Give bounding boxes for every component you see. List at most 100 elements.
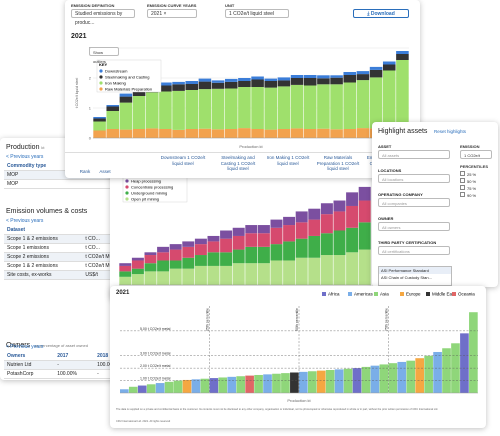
bar	[155, 383, 165, 393]
field-select[interactable]: All assets	[378, 150, 450, 159]
bar-segment	[317, 84, 330, 129]
bar-segment	[295, 222, 308, 239]
bar-segment	[132, 129, 146, 138]
percentile-option[interactable]: 75 %	[460, 185, 476, 191]
bar-segment	[251, 76, 264, 80]
y-axis-label: t CO2e/t liquid steel	[75, 78, 79, 109]
bar-segment	[330, 129, 343, 138]
reset-highlights[interactable]: Reset highlights	[434, 129, 467, 134]
field-label: ASSET	[378, 144, 392, 149]
legend-swatch	[125, 197, 129, 201]
bar-segment	[295, 238, 308, 258]
bar-segment	[270, 244, 283, 261]
bar-segment	[343, 82, 357, 129]
bar-segment	[257, 233, 270, 247]
dropdown-option[interactable]: ASI Chain of Custody Stan...	[381, 275, 432, 280]
reference-label: 1.00 t CO2e/t metal	[140, 377, 171, 381]
field-select[interactable]: All certifications	[378, 246, 450, 255]
bar-segment	[131, 257, 144, 261]
bar-segment	[303, 129, 317, 138]
legend-swatch	[400, 292, 404, 296]
legend-swatch	[322, 292, 326, 296]
bar-segment	[320, 214, 333, 234]
legend-swatch	[426, 292, 430, 296]
bar-segment	[93, 118, 106, 122]
legend-title: KEY	[99, 62, 108, 67]
percentile-text: 75 %	[467, 186, 477, 191]
dropdown-option[interactable]: ASI Performance Standard	[379, 267, 451, 274]
bar-segment	[333, 230, 346, 256]
download-button[interactable]: ⤓ Download	[353, 9, 409, 18]
bar-segment	[182, 246, 195, 258]
bottom-chart: Africa Americas Asia Europe Middle East Ocean…	[120, 292, 478, 403]
percentile-option[interactable]: 90 %	[460, 192, 476, 198]
previous-years[interactable]: < Previous years	[6, 154, 44, 160]
bar-segment	[330, 84, 343, 130]
legend-swatch	[125, 179, 129, 183]
owners-heading: Owners as percentage of asset owned	[6, 334, 88, 352]
emission-select[interactable]: 1 CO2e/t	[460, 150, 492, 159]
copyright: CRU International Ltd. 2021. All rights …	[116, 420, 171, 423]
bar-segment	[157, 271, 170, 285]
bar	[272, 373, 281, 393]
field-label: THIRD PARTY CERTIFICATION	[378, 240, 437, 245]
field-select[interactable]: All owners	[378, 222, 450, 231]
filter-select[interactable]: 1 CO2e/t liquid steel	[225, 9, 289, 18]
percentile-text: 50 %	[467, 179, 477, 184]
bar-segment	[333, 255, 346, 285]
bar-segment	[295, 257, 308, 285]
emissions-title: Emission volumes & costs	[6, 208, 88, 215]
filter-select[interactable]: 2021 ×	[147, 9, 197, 18]
bar-segment	[159, 85, 172, 92]
cell: t CO2e/t MOP	[82, 261, 134, 271]
bar-segment	[119, 276, 132, 285]
bar	[352, 368, 362, 393]
legend-swatch	[348, 292, 352, 296]
table-row: MOP	[4, 179, 134, 189]
bar-segment	[238, 87, 251, 129]
bar-segment	[270, 219, 283, 228]
bar-segment	[308, 219, 321, 236]
bar-segment	[251, 79, 264, 87]
legend-label: Steelmaking and Casting	[105, 74, 149, 79]
bar-segment	[283, 241, 296, 261]
bar-segment	[172, 129, 185, 138]
bar-segment	[382, 64, 396, 71]
bar	[218, 377, 228, 393]
bar-segment	[224, 81, 238, 89]
bar	[120, 389, 129, 393]
bar-segment	[303, 78, 317, 86]
previous-years[interactable]: < Previous years	[6, 344, 44, 350]
bar	[307, 371, 317, 393]
percentile-option[interactable]: 25 %	[460, 171, 476, 177]
bar-segment	[277, 80, 291, 87]
bar	[388, 363, 398, 393]
bar-segment	[303, 75, 317, 78]
dropdown-menu: ASI Performance Standard ASI Chain of Cu…	[378, 266, 452, 286]
bar-segment	[185, 90, 199, 129]
filter-select[interactable]: Studied emissions by produc...	[71, 9, 135, 26]
column-header: Downstream 1 CO2e/t liquid steel	[160, 155, 206, 166]
bar-segment	[346, 227, 359, 253]
bar-segment	[251, 87, 264, 129]
field-select[interactable]: All locations	[378, 174, 450, 183]
bar-segment	[295, 211, 308, 223]
field-label: LOCATIONS	[378, 168, 402, 173]
field-select[interactable]: All companies	[378, 198, 450, 207]
percentile-option[interactable]: 50 %	[460, 178, 476, 184]
previous-years[interactable]: < Previous years	[6, 218, 44, 224]
legend-box	[122, 175, 188, 203]
bar	[334, 369, 344, 393]
legend-swatch	[99, 81, 103, 85]
bar-segment	[232, 227, 245, 236]
field-label: OWNER	[378, 216, 394, 221]
bar-segment	[211, 88, 225, 130]
bar-segment	[320, 233, 333, 256]
bar	[451, 343, 460, 393]
bar-segment	[358, 186, 371, 201]
column-header: Rank	[79, 169, 91, 174]
bar-segment	[144, 252, 157, 256]
show-outliers-button[interactable]: Show outliers	[89, 47, 119, 64]
year: 2021	[71, 33, 87, 40]
bar-segment	[132, 96, 146, 129]
